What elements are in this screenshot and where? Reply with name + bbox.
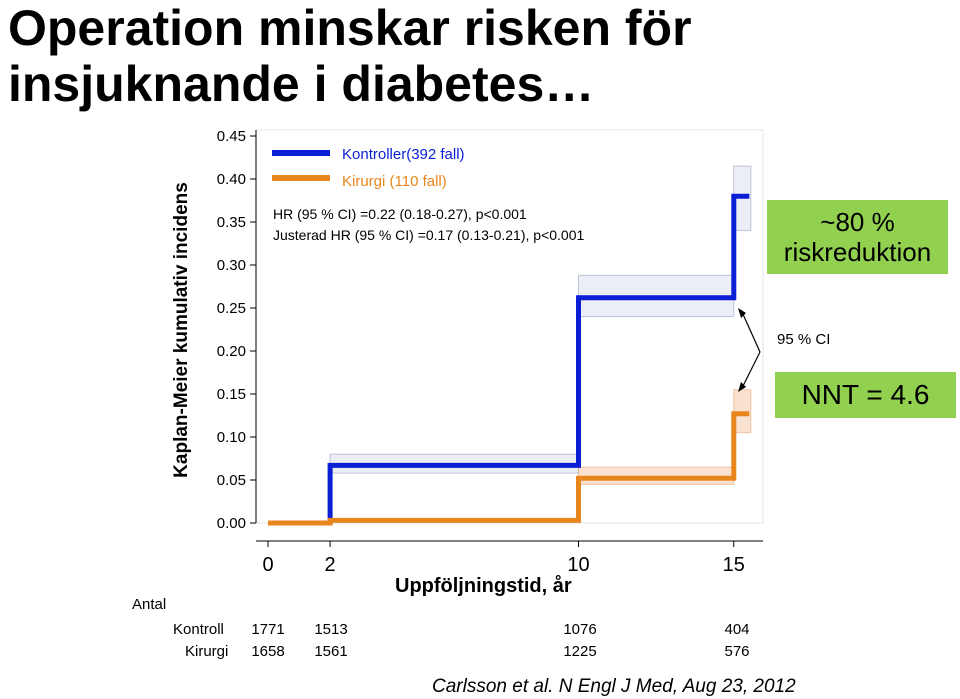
risk-cell: 404 [724,621,750,638]
ci-label: 95 % CI [777,331,831,348]
y-tick-label: 0.30 [217,257,246,274]
slide-title-line-2: insjuknande i diabetes… [8,56,595,112]
risk-cell: 1076 [563,621,597,638]
y-tick-label: 0.25 [217,300,246,317]
legend: Kontroller(392 fall) Kirurgi (110 fall) [272,146,465,190]
slide-title: Operation minskar risken för insjuknande… [8,0,958,112]
risk-reduction-label: riskreduktion [783,237,932,267]
x-axis-title: Uppföljningstid, år [395,575,572,597]
ci-band-kirurgi [733,389,752,434]
hr-annotation: HR (95 % CI) =0.22 (0.18-0.27), p<0.001 [273,206,527,222]
x-tick-label: 2 [325,554,336,576]
y-tick-label: 0.15 [217,386,246,403]
legend-label-kirurgi: Kirurgi (110 fall) [342,173,447,190]
series-lines [268,193,750,526]
risk-cell: 1771 [251,621,285,638]
ci-band-kirurgi [578,466,735,485]
citation: Carlsson et al. N Engl J Med, Aug 23, 20… [432,676,796,697]
series-line-kirurgi [268,411,750,526]
risk-cell: 1561 [314,643,348,660]
series-line-kontroller [268,193,750,526]
risk-cell: 1225 [563,643,597,660]
legend-label-kontroller: Kontroller(392 fall) [342,146,465,163]
y-axis-title: Kaplan-Meier kumulativ incidens [171,182,192,478]
y-tick-label: 0.20 [217,343,246,360]
ci-arrow-head-upper [738,308,746,318]
ci-arrow-line-lower [741,351,761,389]
risk-row-label-kontroll: Kontroll [173,621,224,638]
ci-arrow-head-lower [738,382,746,392]
y-tick-label: 0.35 [217,214,246,231]
risk-cell: 1513 [314,621,348,638]
axes: 0.00 0.05 0.10 0.15 0.20 0.25 0.30 0.35 0.40 0.45… [217,128,764,576]
risk-cell: 1658 [251,643,285,660]
risk-reduction-callout: ~80 % riskreduktion [767,200,948,274]
y-tick-label: 0.05 [217,472,246,489]
risk-table-title: Antal [132,596,167,613]
risk-row-label-kirurgi: Kirurgi [185,643,229,660]
adjusted-hr-annotation: Justerad HR (95 % CI) =0.17 (0.13-0.21),… [273,227,584,243]
risk-cell: 576 [724,643,750,660]
x-tick-label: 10 [567,554,589,576]
risk-reduction-percent: ~80 % [820,207,895,237]
y-tick-label: 0.10 [217,429,246,446]
slide-title-line-1: Operation minskar risken för [8,0,692,56]
ci-arrows [738,308,761,392]
y-tick-label: 0.00 [217,515,246,532]
x-tick-label: 15 [723,554,745,576]
x-tick-label: 0 [262,554,273,576]
nnt-callout: NNT = 4.6 [775,372,956,418]
ci-arrow-line [741,311,761,353]
y-tick-label: 0.40 [217,171,246,188]
y-tick-label: 0.45 [217,128,246,145]
